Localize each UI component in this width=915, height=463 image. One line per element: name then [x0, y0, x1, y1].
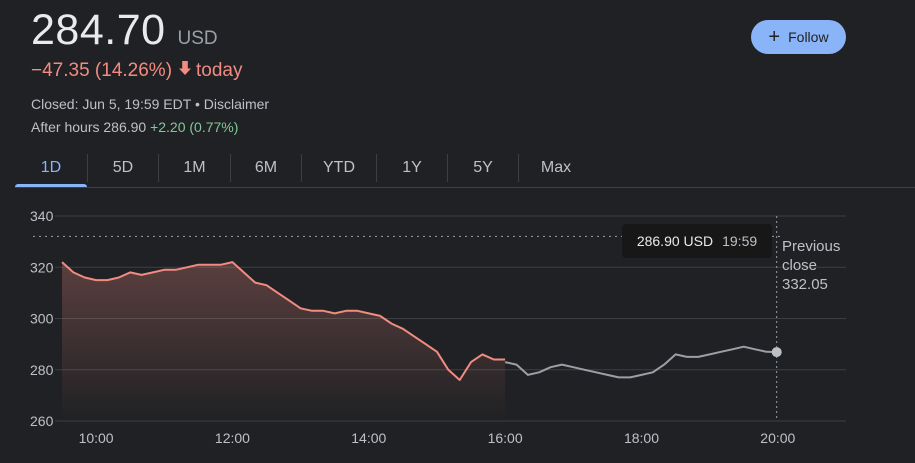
- tooltip-time: 19:59: [722, 233, 758, 249]
- after-hours-line: After hours 286.90 +2.20 (0.77%): [31, 119, 238, 135]
- after-hours-change: +2.20 (0.77%): [150, 119, 239, 135]
- hover-point-marker: [771, 347, 782, 358]
- tab-separator: [376, 154, 377, 182]
- tab-separator: [447, 154, 448, 182]
- change-period: today: [196, 60, 243, 81]
- tab-separator: [87, 154, 88, 182]
- x-tick-label: 14:00: [351, 430, 386, 446]
- tab-separator: [301, 154, 302, 182]
- range-tabs: 1D 5D 1M 6M YTD 1Y 5Y Max: [15, 152, 593, 188]
- tab-separator: [518, 154, 519, 182]
- tab-separator: [158, 154, 159, 182]
- after-hours-price: After hours 286.90: [31, 119, 147, 135]
- tab-separator: [230, 154, 231, 182]
- hover-tooltip: 286.90 USD 19:59: [622, 224, 772, 258]
- after-hours-line: [504, 345, 777, 379]
- x-tick-label: 18:00: [624, 430, 659, 446]
- y-tick-label: 280: [30, 362, 54, 378]
- previous-close-label: Previous close 332.05: [782, 237, 840, 294]
- follow-button[interactable]: + Follow: [751, 20, 846, 54]
- follow-label: Follow: [788, 29, 829, 45]
- quote-header: 284.70 USD: [31, 6, 218, 55]
- closed-status: Closed: Jun 5, 19:59 EDT • Disclaimer: [31, 96, 270, 112]
- tab-1d[interactable]: 1D: [15, 152, 87, 187]
- previous-close-text-2: close: [782, 257, 818, 274]
- tab-5y[interactable]: 5Y: [473, 159, 493, 176]
- x-tick-label: 10:00: [79, 430, 114, 446]
- y-tick-label: 260: [30, 413, 54, 429]
- daily-change: −47.35 (14.26%) today: [31, 60, 243, 82]
- tab-6m[interactable]: 6M: [254, 159, 278, 176]
- y-tick-label: 320: [30, 259, 54, 275]
- current-price: 284.70: [31, 6, 166, 54]
- tab-5d[interactable]: 5D: [112, 159, 134, 176]
- regular-session-line: [61, 261, 506, 381]
- tooltip-value: 286.90 USD: [636, 233, 714, 249]
- plus-icon: +: [768, 26, 781, 48]
- tab-1y[interactable]: 1Y: [402, 159, 422, 176]
- currency-label: USD: [177, 28, 218, 49]
- y-tick-label: 340: [30, 208, 54, 224]
- tab-max[interactable]: Max: [540, 159, 572, 176]
- change-value: −47.35 (14.26%): [31, 60, 173, 81]
- arrow-down-icon: [178, 60, 192, 82]
- x-tick-label: 12:00: [215, 430, 250, 446]
- previous-close-value: 332.05: [782, 276, 828, 293]
- tab-divider: [15, 187, 915, 188]
- y-tick-label: 300: [30, 311, 54, 327]
- tab-1m[interactable]: 1M: [183, 159, 206, 176]
- regular-session-area: [62, 262, 506, 421]
- previous-close-text-1: Previous: [782, 238, 841, 255]
- x-tick-label: 16:00: [488, 430, 523, 446]
- tab-ytd[interactable]: YTD: [323, 159, 355, 176]
- x-tick-label: 20:00: [760, 430, 795, 446]
